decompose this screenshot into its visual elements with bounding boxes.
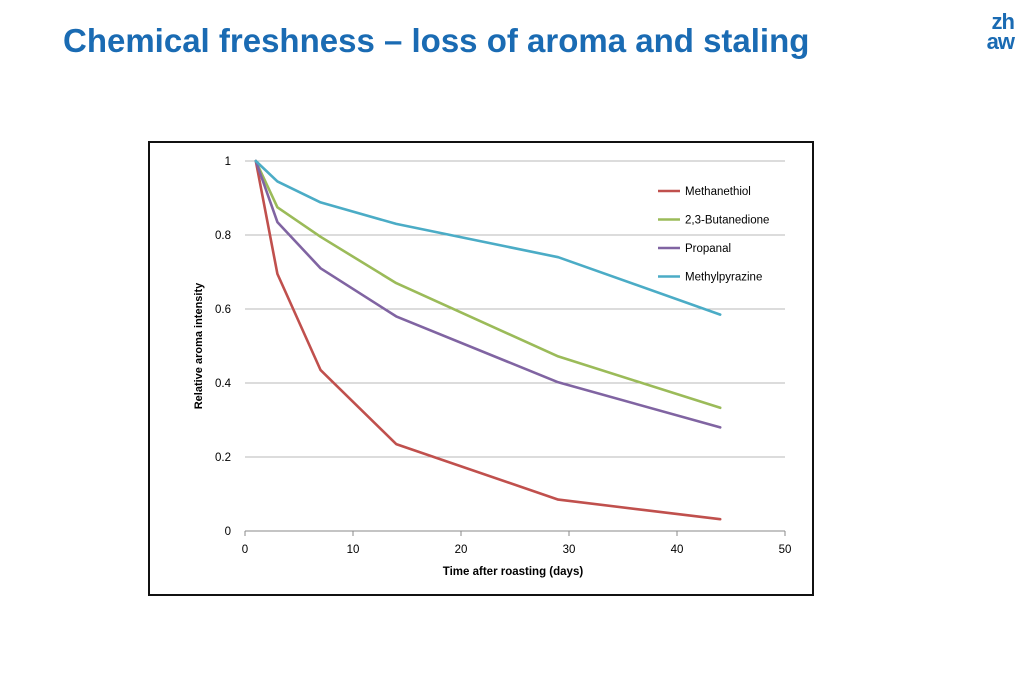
gridlines xyxy=(245,160,785,458)
x-tick-label: 30 xyxy=(563,544,576,556)
zhaw-logo: zh aw xyxy=(968,9,1015,54)
x-tick-label: 10 xyxy=(347,544,360,556)
legend-label: Methylpyrazine xyxy=(685,272,762,284)
x-tick-label: 0 xyxy=(242,544,248,556)
chart-frame: 0 0.2 0.4 0.6 0.8 1 0 10 20 30 40 50 Methanethiol 2,… xyxy=(148,141,814,596)
y-tick-label: 0.4 xyxy=(215,378,232,390)
y-tick-label: 0.8 xyxy=(215,230,231,242)
x-tick-label: 20 xyxy=(455,544,468,556)
series-line-methylpyrazine xyxy=(254,159,722,316)
y-tick-label: 1 xyxy=(225,156,231,168)
logo-text-top: zh xyxy=(991,9,1015,34)
y-tick-label: 0.6 xyxy=(215,304,231,316)
axes: 00.20.40.60.810 10 20 30 40 50 xyxy=(215,156,791,556)
series-line-methanethiol xyxy=(254,159,722,521)
series-line-2-3-butanedione xyxy=(254,159,722,410)
y-tick-label: 0.2 xyxy=(215,452,231,464)
series-lines xyxy=(254,159,722,521)
legend-label: Methanethiol xyxy=(685,186,751,198)
series-line-propanal xyxy=(254,159,722,429)
y-axis-title: Relative aroma intensity xyxy=(193,282,205,409)
y-tick-label: 0 xyxy=(225,526,231,538)
line-chart: 00.20.40.60.810 10 20 30 40 50 Methanethiol2,… xyxy=(193,156,791,578)
legend-label: 2,3-Butanedione xyxy=(685,215,769,227)
x-tick-label: 40 xyxy=(671,544,684,556)
x-axis-title: Time after roasting (days) xyxy=(443,566,584,578)
logo-text-bottom: aw xyxy=(986,29,1015,54)
x-tick-label: 50 xyxy=(779,544,792,556)
legend: Methanethiol 2,3-Butanedione Propanal Methy… xyxy=(658,186,769,284)
legend-label: Propanal xyxy=(685,243,731,255)
slide-title: Chemical freshness – loss of aroma and s… xyxy=(63,22,810,59)
